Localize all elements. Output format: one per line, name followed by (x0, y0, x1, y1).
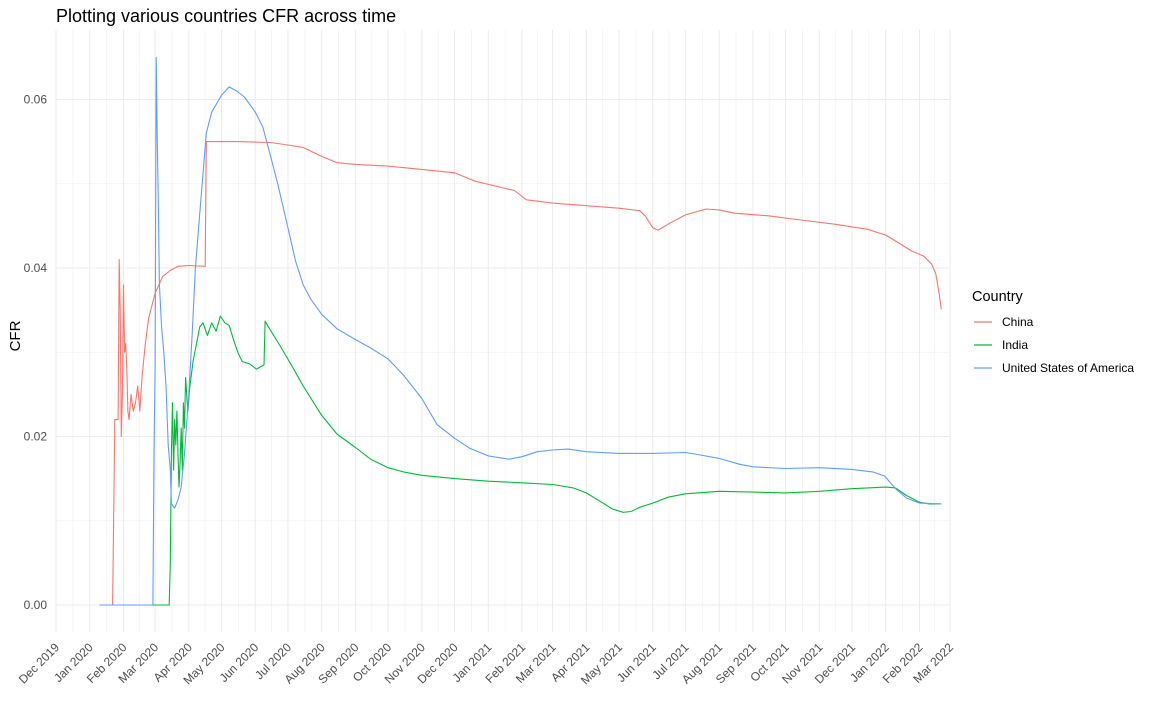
y-tick-label: 0.00 (24, 598, 48, 612)
legend-items: China India United States of America (974, 315, 1134, 375)
legend-label: India (1002, 338, 1028, 352)
legend-title: Country (972, 289, 1024, 305)
legend: Country China India United States of Ameri… (972, 289, 1134, 375)
y-tick-label: 0.02 (24, 430, 48, 444)
series-line-china (99, 141, 942, 606)
y-axis-title: CFR (7, 320, 24, 351)
y-axis-ticks: 0.00 0.02 0.04 0.06 (24, 93, 48, 613)
series-line-india (99, 315, 942, 606)
series-lines (99, 56, 942, 606)
y-tick-label: 0.06 (24, 93, 48, 107)
series-line-united-states-of-america (99, 56, 942, 606)
chart-title: Plotting various countries CFR across ti… (56, 6, 396, 26)
y-tick-label: 0.04 (24, 261, 48, 275)
legend-label: China (1002, 315, 1034, 329)
grid (55, 30, 951, 632)
legend-label: United States of America (1002, 361, 1134, 375)
